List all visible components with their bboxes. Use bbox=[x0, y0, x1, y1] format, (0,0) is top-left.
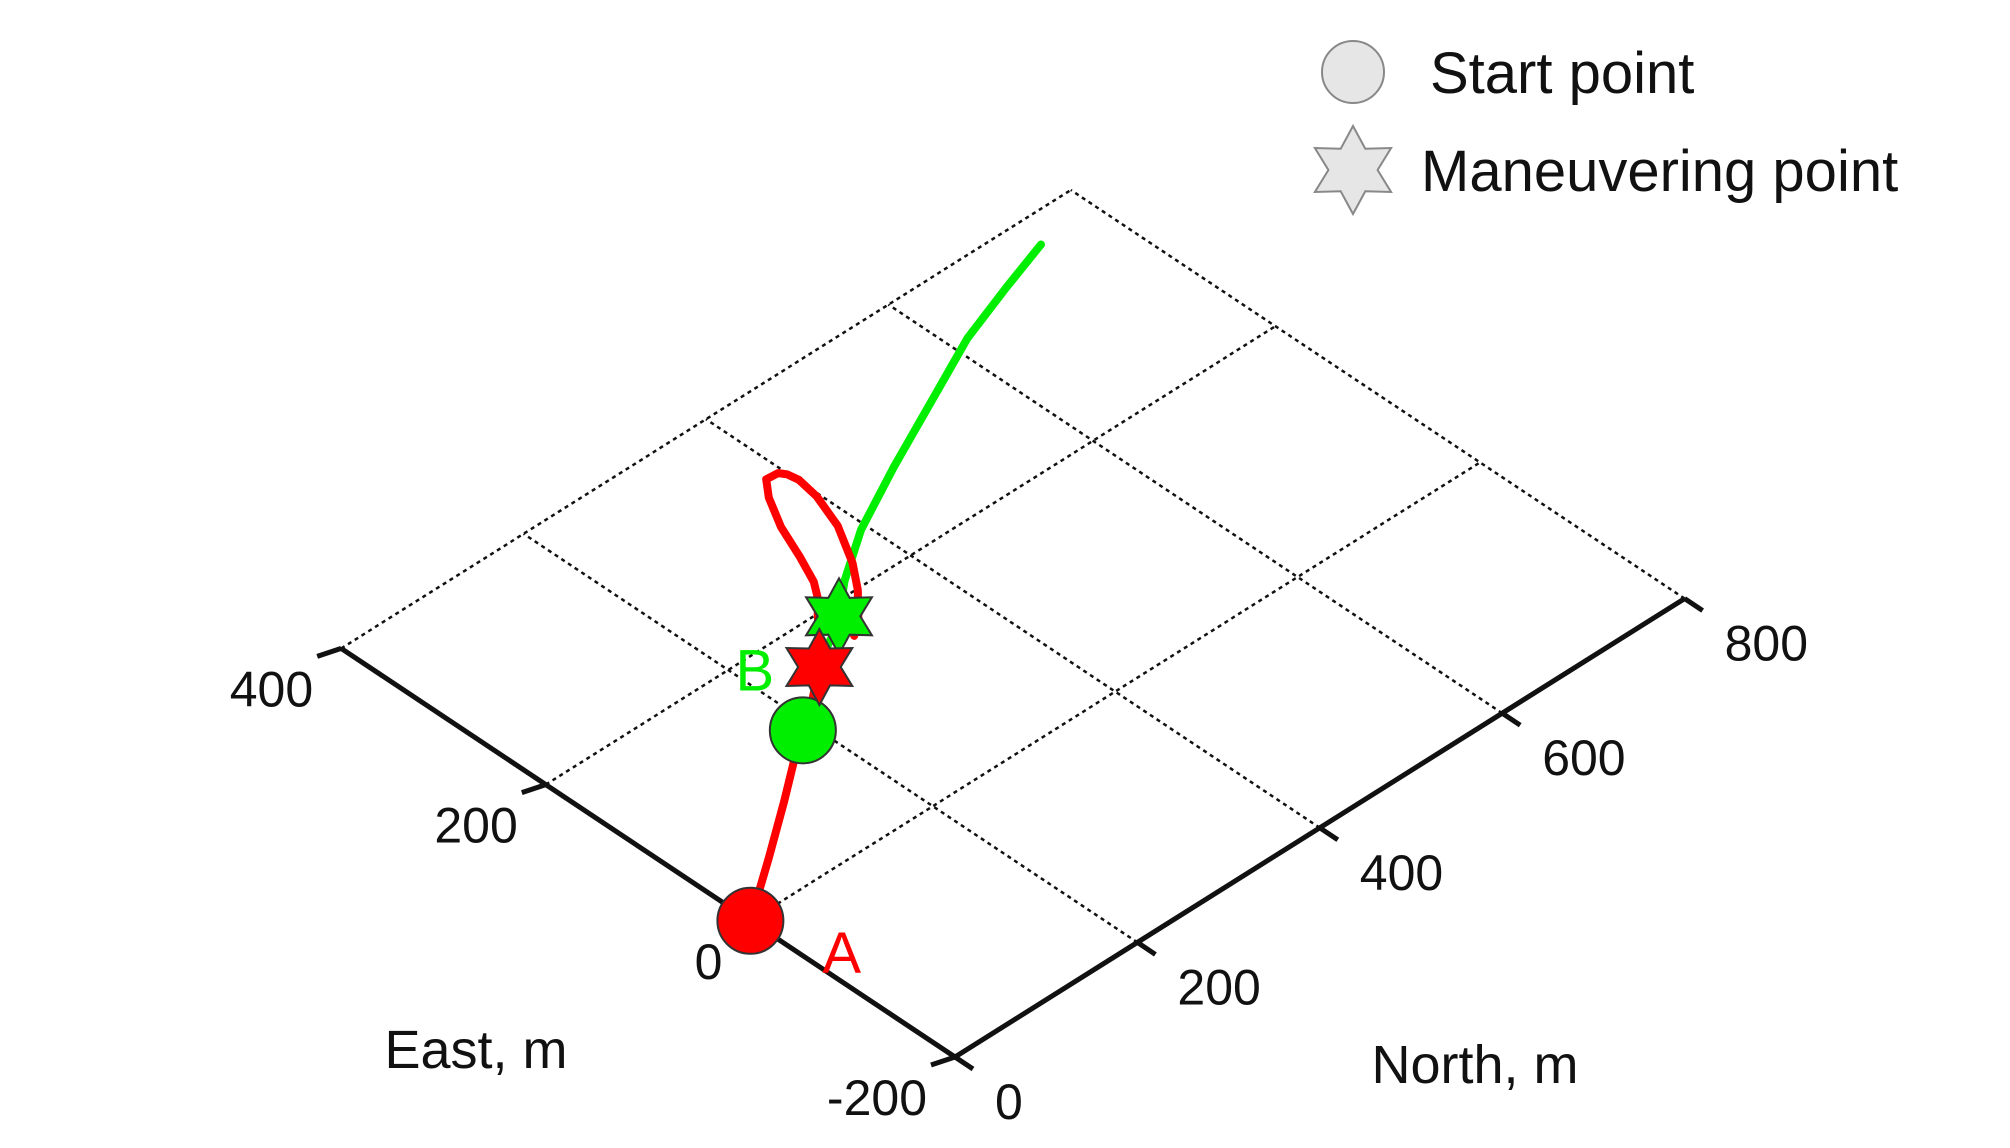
grid-lines bbox=[340, 188, 1686, 944]
start-point-a bbox=[716, 886, 785, 955]
east-tick-label: 200 bbox=[434, 798, 517, 854]
x-axis-label: North, m bbox=[1371, 1035, 1578, 1095]
legend-start-marker bbox=[1321, 40, 1385, 104]
legend-start-label: Start point bbox=[1430, 41, 1694, 106]
grid-line-north bbox=[887, 303, 1503, 715]
series-label-a: A bbox=[822, 921, 861, 986]
north-tick-label: 800 bbox=[1725, 616, 1808, 672]
north-tick-mark bbox=[953, 1054, 975, 1072]
north-tick-mark bbox=[1136, 940, 1157, 957]
y-axis-label: East, m bbox=[384, 1020, 567, 1080]
east-axis-line bbox=[339, 646, 957, 1060]
east-tick-label: -200 bbox=[827, 1070, 927, 1126]
north-tick-label: 200 bbox=[1177, 959, 1260, 1015]
legend-maneuver-marker bbox=[1313, 123, 1393, 217]
grid-line-north bbox=[705, 418, 1321, 829]
start-point-b bbox=[768, 696, 837, 765]
north-tick-label: 400 bbox=[1360, 845, 1443, 901]
east-tick-label: 400 bbox=[230, 661, 313, 717]
north-tick-mark bbox=[1683, 596, 1704, 613]
legend-maneuver-label: Maneuvering point bbox=[1421, 139, 1898, 204]
east-tick-mark bbox=[521, 782, 547, 795]
east-tick-label: 0 bbox=[695, 934, 723, 990]
north-tick-mark bbox=[1500, 711, 1522, 728]
east-tick-mark bbox=[930, 1054, 956, 1068]
series-label-b: B bbox=[736, 638, 775, 703]
north-tick-mark bbox=[1318, 825, 1340, 842]
axes bbox=[316, 596, 1704, 1072]
tick-labels: 0 200 400 600 800 -200 0 200 400 bbox=[230, 616, 1808, 1130]
grid-line-east bbox=[545, 325, 1277, 786]
legend: Start point Maneuvering point bbox=[1313, 40, 1898, 217]
east-tick-mark bbox=[316, 646, 342, 659]
maneuver-point-a bbox=[784, 626, 855, 708]
grid-line-north bbox=[1070, 188, 1686, 600]
north-tick-label: 600 bbox=[1542, 730, 1625, 786]
north-tick-label: 0 bbox=[995, 1074, 1023, 1130]
grid-line-east bbox=[340, 188, 1072, 650]
series-layer: BA bbox=[716, 240, 1045, 986]
